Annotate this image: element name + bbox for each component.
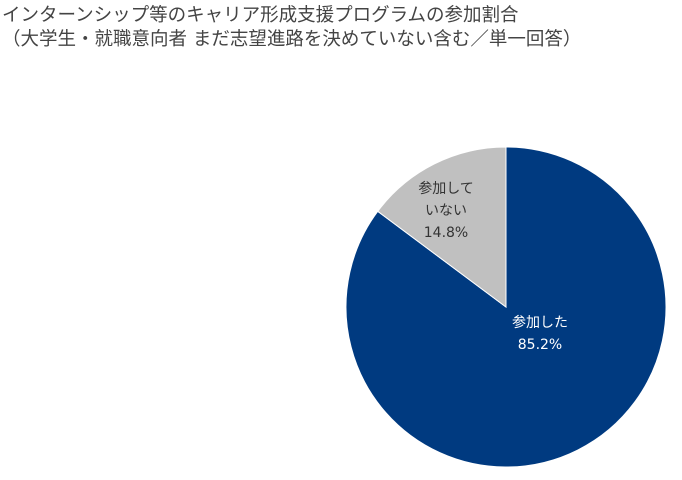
slice-category-label: 参加して (418, 180, 474, 197)
chart-subtitle: （大学生・就職意向者 まだ志望進路を決めていない含む／単一回答） (2, 29, 582, 50)
slice-value-label: 85.2% (518, 337, 562, 353)
chart-title: インターンシップ等のキャリア形成支援プログラムの参加割合 (2, 5, 519, 26)
slice-category-label: 参加した (512, 314, 568, 331)
chart-title-block: インターンシップ等のキャリア形成支援プログラムの参加割合 （大学生・就職意向者 … (2, 4, 581, 52)
slice-value-label: 14.8% (424, 225, 468, 241)
slice-category-label: いない (425, 203, 467, 219)
pie-slice (377, 146, 507, 308)
